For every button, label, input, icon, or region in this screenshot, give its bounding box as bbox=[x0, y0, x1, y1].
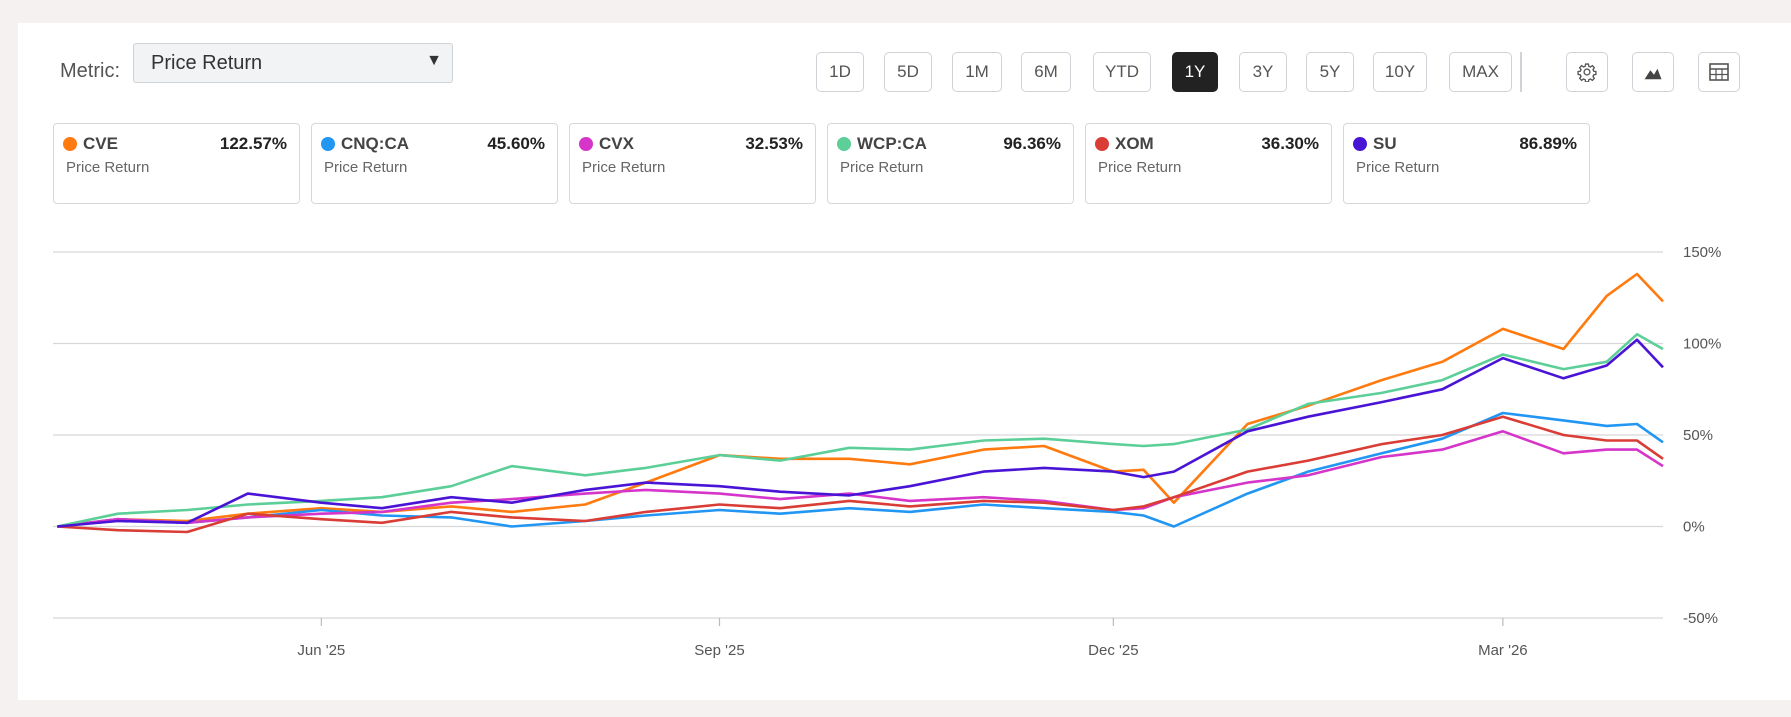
legend-value: 36.30% bbox=[1261, 134, 1319, 153]
series-line-cvx bbox=[57, 429, 1664, 528]
gear-icon bbox=[1577, 63, 1597, 82]
legend-card-cve[interactable]: CVE 122.57% Price Return bbox=[53, 123, 300, 204]
range-button-3y[interactable]: 3Y bbox=[1239, 52, 1287, 92]
toolbar-divider bbox=[1520, 52, 1522, 92]
legend-metric: Price Return bbox=[324, 159, 408, 176]
settings-button[interactable] bbox=[1566, 52, 1608, 92]
range-button-5d[interactable]: 5D bbox=[884, 52, 932, 92]
series-line-su bbox=[57, 338, 1664, 528]
legend-metric: Price Return bbox=[1098, 159, 1182, 176]
table-view-button[interactable] bbox=[1698, 52, 1740, 92]
metric-select-value: Price Return bbox=[151, 52, 263, 74]
legend-ticker: XOM bbox=[1115, 134, 1154, 153]
legend-card-cnq-ca[interactable]: CNQ:CA 45.60% Price Return bbox=[311, 123, 558, 204]
legend-value: 45.60% bbox=[487, 134, 545, 153]
table-icon bbox=[1709, 63, 1729, 81]
legend-value: 122.57% bbox=[219, 134, 287, 153]
y-tick-label: -50% bbox=[1683, 610, 1718, 627]
legend-value: 32.53% bbox=[745, 134, 803, 153]
metric-select[interactable]: Price Return ▼ bbox=[133, 43, 453, 83]
series-line-xom bbox=[57, 415, 1664, 534]
legend-ticker: WCP:CA bbox=[857, 134, 927, 153]
legend-metric: Price Return bbox=[840, 159, 924, 176]
range-button-1m[interactable]: 1M bbox=[952, 52, 1002, 92]
series-color-dot bbox=[837, 137, 851, 151]
legend-ticker: CVX bbox=[599, 134, 634, 153]
y-tick-label: 50% bbox=[1683, 427, 1713, 444]
mountain-chart-icon bbox=[1643, 66, 1663, 80]
series-line-wcp-ca bbox=[57, 332, 1664, 528]
x-tick-label: Dec '25 bbox=[1088, 642, 1138, 659]
range-button-max[interactable]: MAX bbox=[1449, 52, 1512, 92]
chevron-down-icon: ▼ bbox=[426, 52, 442, 69]
legend-ticker: CVE bbox=[83, 134, 118, 153]
legend-metric: Price Return bbox=[1356, 159, 1440, 176]
series-color-dot bbox=[579, 137, 593, 151]
range-button-1d[interactable]: 1D bbox=[816, 52, 864, 92]
series-color-dot bbox=[1353, 137, 1367, 151]
range-button-10y[interactable]: 10Y bbox=[1373, 52, 1427, 92]
legend-value: 96.36% bbox=[1003, 134, 1061, 153]
range-button-ytd[interactable]: YTD bbox=[1093, 52, 1151, 92]
legend-metric: Price Return bbox=[66, 159, 150, 176]
legend-ticker: CNQ:CA bbox=[341, 134, 409, 153]
metric-label: Metric: bbox=[60, 60, 120, 82]
range-button-6m[interactable]: 6M bbox=[1021, 52, 1071, 92]
range-button-1y[interactable]: 1Y bbox=[1172, 52, 1218, 92]
legend-value: 86.89% bbox=[1519, 134, 1577, 153]
range-button-5y[interactable]: 5Y bbox=[1306, 52, 1354, 92]
legend-card-su[interactable]: SU 86.89% Price Return bbox=[1343, 123, 1590, 204]
y-tick-label: 0% bbox=[1683, 519, 1705, 536]
series-color-dot bbox=[321, 137, 335, 151]
series-color-dot bbox=[63, 137, 77, 151]
y-tick-label: 150% bbox=[1683, 244, 1721, 261]
legend-card-xom[interactable]: XOM 36.30% Price Return bbox=[1085, 123, 1332, 204]
y-tick-label: 100% bbox=[1683, 336, 1721, 353]
x-tick-label: Jun '25 bbox=[297, 642, 345, 659]
chart-type-button[interactable] bbox=[1632, 52, 1674, 92]
x-tick-label: Mar '26 bbox=[1478, 642, 1528, 659]
series-line-cve bbox=[57, 272, 1664, 528]
legend-ticker: SU bbox=[1373, 134, 1397, 153]
legend-card-wcp-ca[interactable]: WCP:CA 96.36% Price Return bbox=[827, 123, 1074, 204]
x-tick-label: Sep '25 bbox=[694, 642, 744, 659]
legend-metric: Price Return bbox=[582, 159, 666, 176]
legend-card-cvx[interactable]: CVX 32.53% Price Return bbox=[569, 123, 816, 204]
series-color-dot bbox=[1095, 137, 1109, 151]
